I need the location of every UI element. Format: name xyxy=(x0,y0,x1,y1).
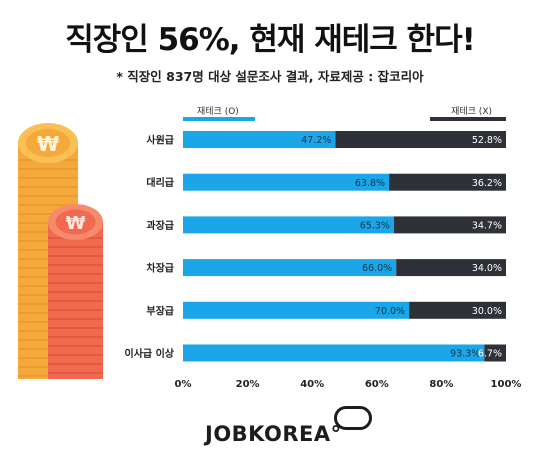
bar-yes xyxy=(183,344,485,362)
legend-yes-label: 재테크 (O) xyxy=(197,107,239,117)
legend-no-label: 재테크 (X) xyxy=(451,107,492,117)
data-label-no: 52.8% xyxy=(472,135,502,146)
data-label-yes: 63.8% xyxy=(355,178,385,189)
legend-yes: 재테크 (O) xyxy=(183,104,255,121)
data-label-yes: 47.2% xyxy=(301,135,331,146)
bar-no xyxy=(335,131,506,148)
data-label-no: 6.7% xyxy=(478,349,502,360)
won-coin-icon: ₩ xyxy=(48,204,103,379)
bar-no xyxy=(389,173,506,191)
x-tick-label: 0% xyxy=(175,379,192,390)
bar-no xyxy=(393,216,506,234)
page-subtitle: * 직장인 837명 대상 설문조사 결과, 자료제공 : 잡코리아 xyxy=(116,69,424,84)
coin-inner-large xyxy=(26,129,70,157)
bar-yes xyxy=(183,173,390,191)
jobkorea-logo: JOBKOREA° xyxy=(205,422,342,446)
x-tick-label: 20% xyxy=(236,379,260,390)
data-label-yes: 93.3% xyxy=(450,349,480,360)
bar-no xyxy=(484,344,506,362)
data-label-no: 34.7% xyxy=(472,221,502,232)
coin-symbol-small: ₩ xyxy=(66,213,86,234)
category-label: 대리급 xyxy=(146,176,174,189)
bar-yes xyxy=(183,301,410,319)
bar-no xyxy=(409,301,506,319)
legend-yes-swatch xyxy=(183,117,255,121)
data-label-yes: 70.0% xyxy=(375,306,405,317)
data-label-no: 30.0% xyxy=(472,306,502,317)
category-label: 사원급 xyxy=(146,134,174,147)
legend-no-swatch xyxy=(430,117,506,121)
bar-no xyxy=(396,259,506,277)
bar-yes xyxy=(183,216,394,234)
page-title: 직장인 56%, 현재 재테크 한다! xyxy=(65,22,475,58)
x-tick-label: 60% xyxy=(365,379,389,390)
category-label: 부장급 xyxy=(146,304,174,317)
category-label: 이사급 이상 xyxy=(125,347,175,360)
data-label-yes: 66.0% xyxy=(362,263,392,274)
bar-yes xyxy=(183,131,336,148)
x-tick-label: 100% xyxy=(491,379,522,390)
x-tick-label: 40% xyxy=(300,379,324,390)
bar-yes xyxy=(183,259,397,277)
category-label: 과장급 xyxy=(146,219,174,232)
x-tick-label: 80% xyxy=(429,379,453,390)
coin-symbol-large: ₩ xyxy=(37,132,59,156)
coin-inner-small xyxy=(55,209,96,235)
data-label-yes: 65.3% xyxy=(360,221,390,232)
data-label-no: 34.0% xyxy=(472,263,502,274)
category-label: 차장급 xyxy=(146,262,174,275)
legend-no: 재테크 (X) xyxy=(430,104,506,121)
data-label-no: 36.2% xyxy=(472,178,502,189)
logo-bubble-icon xyxy=(334,406,372,430)
